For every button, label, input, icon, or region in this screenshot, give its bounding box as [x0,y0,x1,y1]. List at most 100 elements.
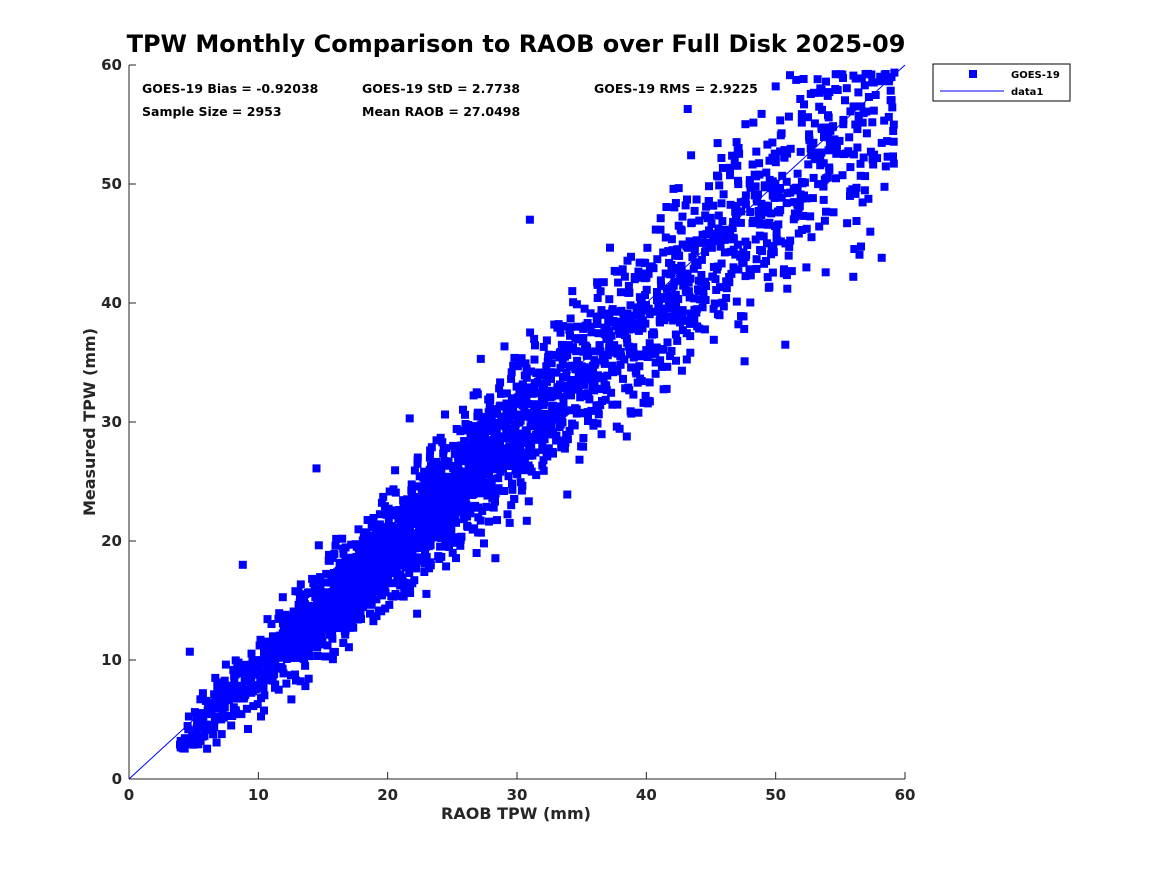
scatter-point [671,199,680,207]
scatter-point [517,451,526,460]
scatter-point [862,129,871,138]
scatter-point [755,209,764,218]
scatter-point [549,415,558,423]
scatter-point [856,159,865,168]
scatter-point [535,401,544,410]
scatter-point [440,457,449,465]
scatter-point [589,365,597,374]
scatter-point [301,682,310,691]
scatter-point [385,568,394,577]
scatter-point [391,466,400,475]
scatter-point [353,615,362,624]
scatter-point [716,283,724,292]
scatter-point [525,435,533,444]
scatter-point [462,453,471,462]
scatter-point [292,676,300,685]
scatter-point [666,270,675,279]
scatter-point [729,234,738,243]
scatter-point [298,606,307,615]
scatter-point [505,518,514,527]
scatter-point [786,71,794,80]
scatter-point [729,263,738,272]
scatter-point [456,427,465,436]
scatter-point [584,414,592,423]
scatter-point [821,127,830,136]
scatter-point [516,478,525,487]
scatter-point [624,281,633,290]
scatter-point [632,369,641,378]
scatter-point [624,342,633,351]
scatter-point [361,528,370,537]
scatter-point [715,311,724,320]
scatter-point [702,282,710,290]
scatter-point [709,201,718,210]
scatter-point [522,428,530,437]
scatter-point [494,437,503,446]
scatter-point [640,258,649,267]
scatter-point [768,138,777,147]
scatter-point [205,726,214,734]
scatter-point [714,211,723,220]
scatter-point [888,103,897,112]
scatter-point [342,584,351,593]
scatter-point [560,444,569,453]
scatter-point [203,706,212,715]
scatter-point [585,322,594,331]
scatter-point [824,133,833,142]
scatter-point [425,524,434,533]
scatter-point [562,344,571,353]
scatter-point [664,301,673,310]
scatter-point [741,191,750,200]
scatter-point [393,573,402,582]
scatter-point [314,599,323,608]
scatter-point [316,573,325,582]
scatter-point [527,467,536,476]
scatter-point [436,542,445,551]
scatter-point [391,590,400,598]
scatter-point [799,211,808,220]
scatter-point [380,561,389,570]
scatter-point [364,556,373,564]
scatter-point [605,344,614,353]
scatter-point-outlier [176,736,185,745]
scatter-point [695,216,704,225]
scatter-point [807,233,816,242]
scatter-point [796,147,805,156]
scatter-point [348,598,357,607]
scatter-point [661,313,670,322]
scatter-point [296,677,305,686]
scatter-point [441,410,449,419]
scatter-point [713,139,722,148]
scatter-point [332,534,341,543]
scatter-point [496,378,505,387]
scatter-point [850,245,859,253]
scatter-point [612,422,621,431]
scatter-point [294,601,303,609]
scatter-point [544,444,553,453]
scatter-point [503,510,512,519]
scatter-point [776,116,785,125]
scatter-point [656,276,665,285]
scatter-point [566,331,574,340]
scatter-point [839,120,848,129]
scatter-point [363,569,372,578]
scatter-point [421,558,430,567]
scatter-point [412,564,420,573]
scatter-point [889,120,898,129]
scatter-point [278,664,287,673]
scatter-point [736,218,745,227]
scatter-point [804,160,813,169]
scatter-point [639,306,648,315]
scatter-point [397,573,406,582]
scatter-point [620,272,629,281]
scatter-point [690,240,699,249]
scatter-point [398,530,407,539]
scatter-point [458,480,466,488]
scatter-point [296,624,305,633]
scatter-point [307,634,316,643]
scatter-point [415,554,424,563]
scatter-point [575,455,584,464]
scatter-point [420,568,429,576]
scatter-point [758,247,767,256]
scatter-point [494,461,503,470]
